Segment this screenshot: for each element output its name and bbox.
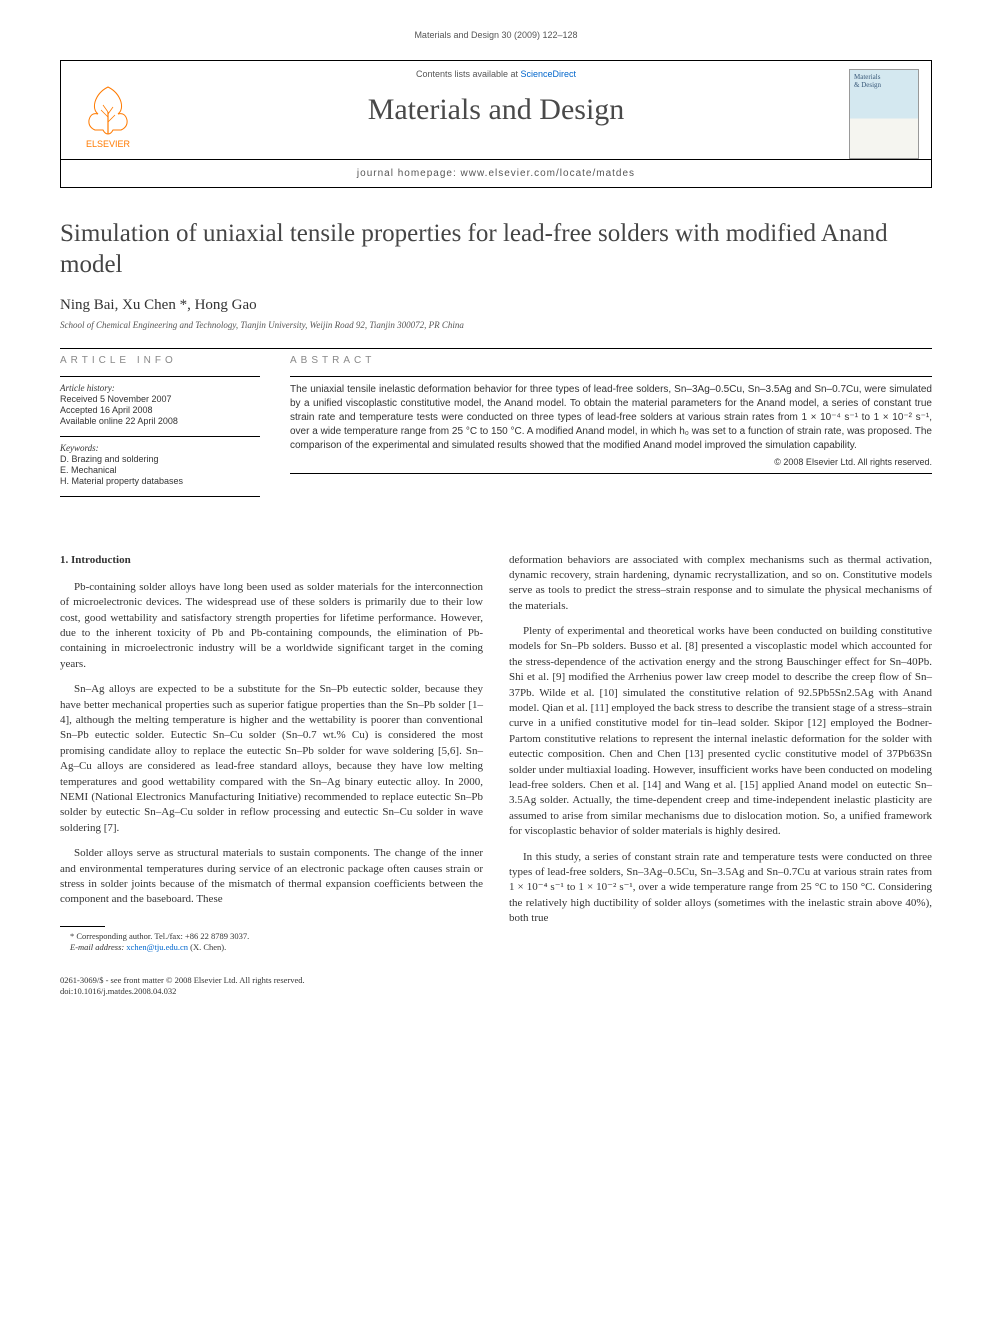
journal-homepage-line: journal homepage: www.elsevier.com/locat… [61, 159, 931, 187]
publisher-name: ELSEVIER [86, 139, 130, 149]
keyword-1: D. Brazing and soldering [60, 454, 260, 464]
email-footnote: E-mail address: xchen@tju.edu.cn (X. Che… [60, 942, 483, 953]
divider-rule [60, 348, 932, 349]
article-info-block: ARTICLE INFO Article history: Received 5… [60, 355, 260, 503]
footer-doi: doi:10.1016/j.matdes.2008.04.032 [60, 986, 932, 997]
footer-front-matter: 0261-3069/$ - see front matter © 2008 El… [60, 975, 932, 986]
keyword-2: E. Mechanical [60, 465, 260, 475]
affiliation-line: School of Chemical Engineering and Techn… [60, 320, 932, 330]
publisher-logo: ELSEVIER [73, 69, 143, 149]
journal-name-heading: Materials and Design [143, 93, 849, 127]
intro-para-3: Solder alloys serve as structural materi… [60, 846, 483, 908]
article-info-heading: ARTICLE INFO [60, 355, 260, 366]
homepage-prefix: journal homepage: [357, 168, 461, 179]
right-column: deformation behaviors are associated wit… [509, 553, 932, 953]
abstract-copyright: © 2008 Elsevier Ltd. All rights reserved… [290, 457, 932, 467]
keyword-3: H. Material property databases [60, 476, 260, 486]
journal-masthead: ELSEVIER Contents lists available at Sci… [60, 60, 932, 188]
cover-title-line2: & Design [854, 82, 914, 90]
info-rule [60, 436, 260, 437]
intro-para-5: Plenty of experimental and theoretical w… [509, 624, 932, 839]
abstract-block: ABSTRACT The uniaxial tensile inelastic … [290, 355, 932, 503]
accepted-date: Accepted 16 April 2008 [60, 405, 260, 415]
abstract-text: The uniaxial tensile inelastic deformati… [290, 383, 932, 453]
abstract-heading: ABSTRACT [290, 355, 932, 366]
email-link[interactable]: xchen@tju.edu.cn [126, 942, 188, 952]
sciencedirect-link[interactable]: ScienceDirect [521, 69, 577, 79]
intro-para-2: Sn–Ag alloys are expected to be a substi… [60, 682, 483, 836]
corresponding-author-footnote: * Corresponding author. Tel./fax: +86 22… [60, 931, 483, 942]
page-footer: 0261-3069/$ - see front matter © 2008 El… [60, 975, 932, 997]
keywords-label: Keywords: [60, 443, 260, 453]
info-rule [60, 376, 260, 377]
email-label: E-mail address: [70, 942, 126, 952]
intro-para-6: In this study, a series of constant stra… [509, 850, 932, 927]
intro-para-4: deformation behaviors are associated wit… [509, 553, 932, 615]
elsevier-tree-icon [83, 82, 133, 137]
history-label: Article history: [60, 383, 260, 393]
authors-line: Ning Bai, Xu Chen *, Hong Gao [60, 297, 932, 314]
journal-cover-thumbnail: Materials & Design [849, 69, 919, 159]
abstract-rule [290, 376, 932, 377]
article-title: Simulation of uniaxial tensile propertie… [60, 218, 932, 281]
body-two-column: 1. Introduction Pb-containing solder all… [60, 553, 932, 953]
email-suffix: (X. Chen). [188, 942, 226, 952]
abstract-rule [290, 473, 932, 474]
running-header: Materials and Design 30 (2009) 122–128 [60, 30, 932, 40]
homepage-url: www.elsevier.com/locate/matdes [461, 168, 636, 179]
received-date: Received 5 November 2007 [60, 394, 260, 404]
contents-available-line: Contents lists available at ScienceDirec… [143, 69, 849, 79]
footnote-separator [60, 926, 105, 927]
section-1-heading: 1. Introduction [60, 553, 483, 568]
intro-para-1: Pb-containing solder alloys have long be… [60, 580, 483, 672]
info-rule [60, 496, 260, 497]
left-column: 1. Introduction Pb-containing solder all… [60, 553, 483, 953]
online-date: Available online 22 April 2008 [60, 416, 260, 426]
contents-prefix: Contents lists available at [416, 69, 521, 79]
